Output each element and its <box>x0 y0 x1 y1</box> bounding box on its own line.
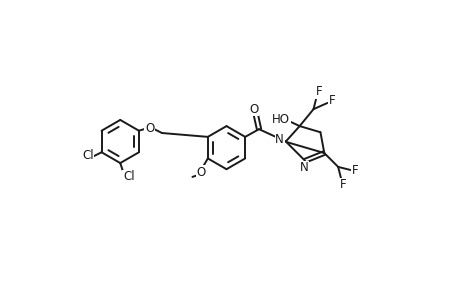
Text: Cl: Cl <box>82 149 93 162</box>
Text: N: N <box>299 161 308 174</box>
Text: O: O <box>248 103 257 116</box>
Text: HO: HO <box>272 113 290 126</box>
Text: F: F <box>351 164 358 177</box>
Text: Cl: Cl <box>123 170 134 183</box>
Text: O: O <box>196 166 205 179</box>
Text: O: O <box>145 122 154 135</box>
Text: F: F <box>340 178 346 191</box>
Text: N: N <box>274 134 283 146</box>
Text: F: F <box>315 85 321 98</box>
Text: F: F <box>328 94 335 107</box>
